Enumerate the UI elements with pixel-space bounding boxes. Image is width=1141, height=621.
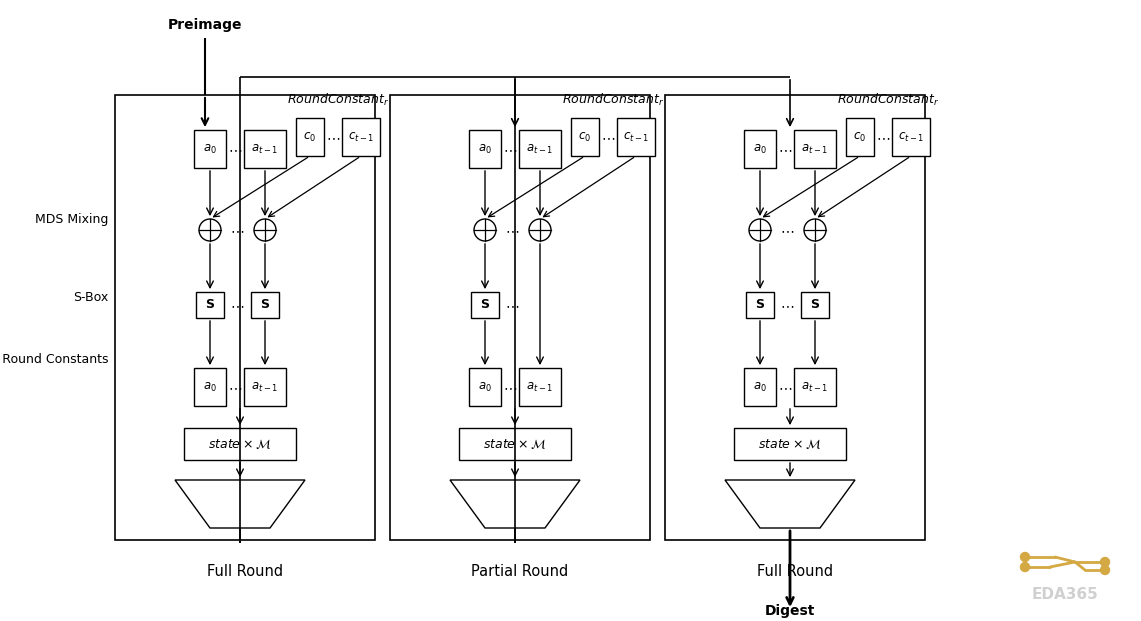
Text: Full Round: Full Round bbox=[207, 564, 283, 579]
Text: $state \times \mathcal{M}$: $state \times \mathcal{M}$ bbox=[209, 437, 272, 451]
Text: S-Box: S-Box bbox=[73, 291, 108, 304]
Text: $c_{t-1}$: $c_{t-1}$ bbox=[348, 130, 374, 143]
Bar bbox=[459, 428, 570, 460]
Bar bbox=[390, 95, 650, 540]
Text: $c_0$: $c_0$ bbox=[578, 130, 591, 143]
Bar bbox=[469, 130, 501, 168]
Text: $\cdots$: $\cdots$ bbox=[230, 223, 244, 237]
Circle shape bbox=[199, 219, 221, 241]
Text: $\cdots$: $\cdots$ bbox=[778, 380, 792, 394]
Text: Add Round Constants: Add Round Constants bbox=[0, 353, 108, 366]
Text: $\cdots$: $\cdots$ bbox=[505, 223, 519, 237]
Text: $\cdots$: $\cdots$ bbox=[230, 298, 244, 312]
Bar bbox=[794, 368, 836, 406]
Circle shape bbox=[804, 219, 826, 241]
Text: $\cdots$: $\cdots$ bbox=[505, 298, 519, 312]
Text: $a_0$: $a_0$ bbox=[753, 142, 767, 155]
Text: $RoundConstant_r$: $RoundConstant_r$ bbox=[286, 92, 389, 108]
Polygon shape bbox=[175, 480, 305, 528]
Circle shape bbox=[1020, 563, 1029, 571]
Text: $\cdots$: $\cdots$ bbox=[228, 142, 242, 156]
Text: $a_{t-1}$: $a_{t-1}$ bbox=[801, 142, 828, 155]
Text: $\mathbf{S}$: $\mathbf{S}$ bbox=[480, 299, 489, 312]
Text: Partial Round: Partial Round bbox=[471, 564, 568, 579]
Text: $c_0$: $c_0$ bbox=[853, 130, 866, 143]
Text: $c_0$: $c_0$ bbox=[304, 130, 316, 143]
Text: $a_{t-1}$: $a_{t-1}$ bbox=[251, 381, 278, 394]
Bar bbox=[845, 118, 874, 156]
Bar bbox=[519, 130, 561, 168]
Bar bbox=[519, 368, 561, 406]
Text: $a_{t-1}$: $a_{t-1}$ bbox=[526, 381, 553, 394]
Text: EDA365: EDA365 bbox=[1031, 587, 1099, 602]
Text: $a_0$: $a_0$ bbox=[203, 381, 217, 394]
Text: $\mathbf{S}$: $\mathbf{S}$ bbox=[260, 299, 270, 312]
Bar bbox=[342, 118, 380, 156]
Polygon shape bbox=[725, 480, 855, 528]
Bar bbox=[794, 130, 836, 168]
Bar bbox=[570, 118, 599, 156]
Text: $\cdots$: $\cdots$ bbox=[228, 380, 242, 394]
Text: $a_{t-1}$: $a_{t-1}$ bbox=[801, 381, 828, 394]
Bar bbox=[744, 368, 776, 406]
Text: Digest: Digest bbox=[764, 604, 815, 618]
Circle shape bbox=[1101, 558, 1109, 566]
Text: $RoundConstant_r$: $RoundConstant_r$ bbox=[561, 92, 664, 108]
Text: $\mathbf{S}$: $\mathbf{S}$ bbox=[755, 299, 764, 312]
Text: $\mathbf{S}$: $\mathbf{S}$ bbox=[810, 299, 820, 312]
Bar bbox=[244, 368, 286, 406]
Bar bbox=[617, 118, 655, 156]
Text: $\cdots$: $\cdots$ bbox=[601, 130, 615, 144]
Bar bbox=[471, 292, 499, 318]
Circle shape bbox=[474, 219, 496, 241]
Bar bbox=[251, 292, 280, 318]
Text: $a_{t-1}$: $a_{t-1}$ bbox=[526, 142, 553, 155]
Text: Preimage: Preimage bbox=[168, 18, 242, 32]
Text: $a_{t-1}$: $a_{t-1}$ bbox=[251, 142, 278, 155]
Circle shape bbox=[1020, 553, 1029, 561]
Circle shape bbox=[1101, 566, 1109, 574]
Circle shape bbox=[254, 219, 276, 241]
Text: $a_0$: $a_0$ bbox=[203, 142, 217, 155]
Bar bbox=[746, 292, 774, 318]
Text: $\cdots$: $\cdots$ bbox=[780, 298, 794, 312]
Bar bbox=[801, 292, 830, 318]
Text: $state \times \mathcal{M}$: $state \times \mathcal{M}$ bbox=[484, 437, 547, 451]
Bar bbox=[196, 292, 224, 318]
Bar bbox=[734, 428, 845, 460]
Circle shape bbox=[529, 219, 551, 241]
Text: $\cdots$: $\cdots$ bbox=[876, 130, 890, 144]
Text: $c_{t-1}$: $c_{t-1}$ bbox=[898, 130, 924, 143]
Text: $\cdots$: $\cdots$ bbox=[503, 142, 517, 156]
Text: $state \times \mathcal{M}$: $state \times \mathcal{M}$ bbox=[759, 437, 822, 451]
Bar bbox=[665, 95, 925, 540]
Bar bbox=[296, 118, 324, 156]
Circle shape bbox=[748, 219, 771, 241]
Text: MDS Mixing: MDS Mixing bbox=[34, 213, 108, 226]
Text: $RoundConstant_r$: $RoundConstant_r$ bbox=[836, 92, 939, 108]
Text: $\mathbf{S}$: $\mathbf{S}$ bbox=[205, 299, 215, 312]
Bar bbox=[892, 118, 930, 156]
Bar bbox=[244, 130, 286, 168]
Bar bbox=[184, 428, 296, 460]
Text: $a_0$: $a_0$ bbox=[478, 381, 492, 394]
Text: $\cdots$: $\cdots$ bbox=[503, 380, 517, 394]
Text: Full Round: Full Round bbox=[756, 564, 833, 579]
Bar bbox=[115, 95, 375, 540]
Bar bbox=[194, 130, 226, 168]
Bar bbox=[194, 368, 226, 406]
Text: $c_{t-1}$: $c_{t-1}$ bbox=[623, 130, 649, 143]
Text: $\cdots$: $\cdots$ bbox=[778, 142, 792, 156]
Text: $a_0$: $a_0$ bbox=[478, 142, 492, 155]
Polygon shape bbox=[450, 480, 580, 528]
Bar bbox=[469, 368, 501, 406]
Bar bbox=[744, 130, 776, 168]
Text: $\cdots$: $\cdots$ bbox=[780, 223, 794, 237]
Text: $a_0$: $a_0$ bbox=[753, 381, 767, 394]
Text: $\cdots$: $\cdots$ bbox=[326, 130, 340, 144]
